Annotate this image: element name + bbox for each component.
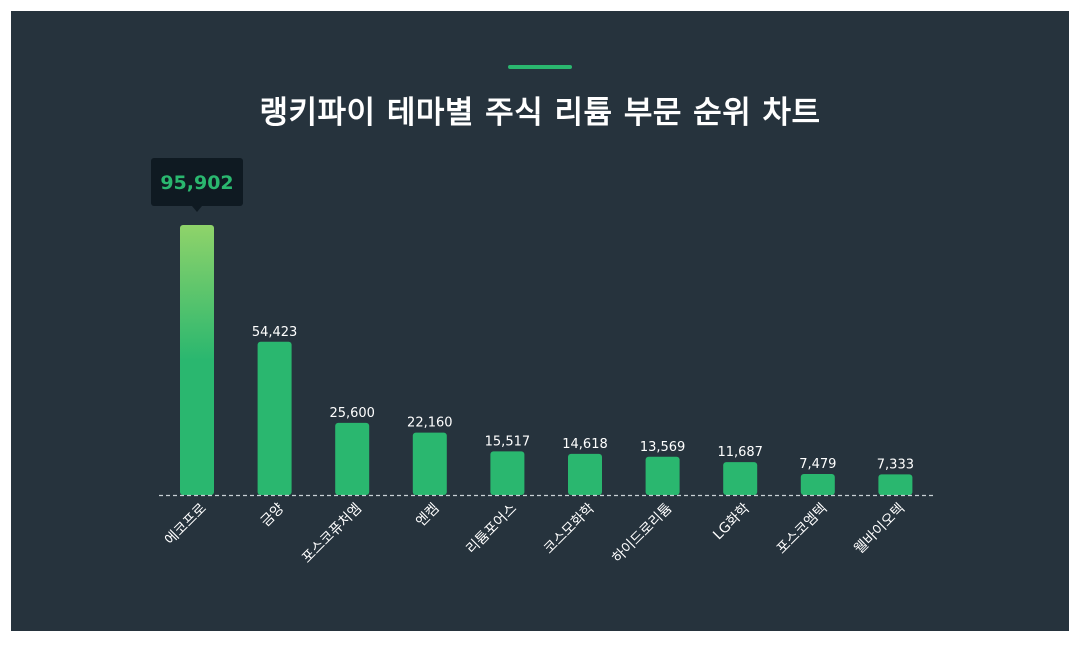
value-label-2: 25,600	[329, 406, 375, 421]
value-label-6: 13,569	[640, 440, 686, 455]
bar-4	[490, 451, 525, 495]
bar-6	[645, 456, 680, 495]
category-label-4: 리튬포어스	[463, 500, 520, 557]
value-label-9: 7,333	[877, 457, 914, 472]
bar-chart: 에코프로 54,423 금양 25,600 포스코퓨처엠 22,160 엔켐 15,517 리튬…	[151, 158, 933, 567]
title-accent-line	[508, 65, 572, 69]
category-label-3: 엔켐	[413, 501, 443, 531]
bar-8	[800, 473, 835, 495]
bar-9	[878, 474, 913, 495]
category-label-5: 코스모화학	[541, 500, 598, 557]
category-label-9: 웰바이오텍	[851, 501, 908, 558]
category-label-0: 에코프로	[162, 500, 210, 548]
bar-0	[180, 225, 214, 495]
bars-layer	[180, 225, 913, 495]
value-label-8: 7,479	[799, 457, 836, 472]
bar-2	[335, 422, 370, 495]
value-label-0: 95,902	[160, 172, 233, 194]
bar-7	[723, 462, 758, 495]
bar-1	[257, 341, 292, 495]
category-label-2: 포스코퓨처엠	[299, 501, 365, 567]
category-label-1: 금양	[258, 500, 288, 530]
value-label-5: 14,618	[562, 437, 608, 452]
value-label-3: 22,160	[407, 416, 453, 431]
bar-5	[568, 453, 602, 495]
value-label-7: 11,687	[717, 445, 763, 460]
value-label-1: 54,423	[252, 325, 298, 340]
tooltip-box	[151, 158, 243, 206]
value-label-4: 15,517	[485, 434, 531, 449]
highlight-tooltip: 95,902	[151, 158, 243, 212]
category-label-6: 하이드로리튬	[609, 500, 675, 566]
chart-frame: 랭키파이 테마별 주식 리튬 부문 순위 차트 에코프로 54,423 금양 25,6…	[11, 11, 1069, 631]
category-label-7: LG화학	[710, 500, 753, 543]
tooltip-pointer	[192, 206, 202, 212]
chart-title: 랭키파이 테마별 주식 리튬 부문 순위 차트	[259, 95, 821, 131]
bar-3	[412, 432, 447, 495]
category-label-8: 포스코엠텍	[774, 501, 831, 558]
